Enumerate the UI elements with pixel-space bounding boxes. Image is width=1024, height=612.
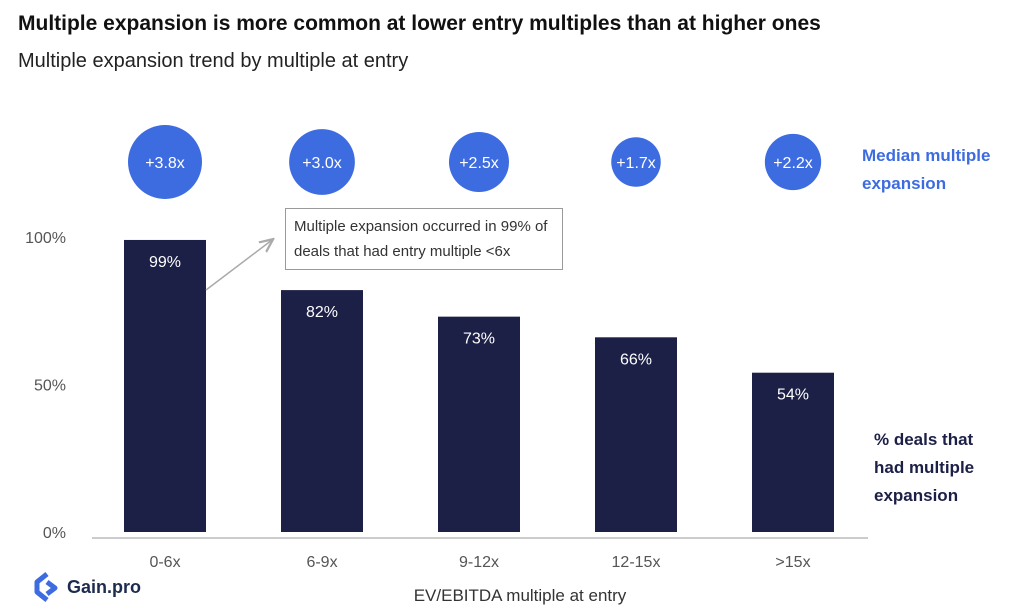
- gain-pro-logo-icon: [34, 572, 58, 602]
- legend-median-multiple: Median multiple expansion: [862, 146, 991, 193]
- bar: [281, 290, 363, 532]
- chart-title: Multiple expansion is more common at low…: [18, 12, 821, 35]
- bar: [124, 239, 206, 532]
- annotation-arrow: [205, 240, 272, 291]
- y-axis: 0% 50% 100%: [25, 230, 66, 542]
- median-bubble-label: +1.7x: [616, 155, 656, 172]
- x-axis-label: EV/EBITDA multiple at entry: [414, 586, 627, 605]
- x-tick-label: >15x: [775, 554, 810, 571]
- median-bubble: [611, 137, 661, 187]
- x-tick-label: 0-6x: [149, 554, 180, 571]
- median-bubble: [448, 131, 510, 193]
- median-bubble: [289, 129, 355, 195]
- median-bubble-label: +2.2x: [773, 155, 813, 172]
- bar-value-label: 66%: [620, 351, 652, 368]
- bar-value-label: 54%: [777, 387, 809, 404]
- y-tick-label: 100%: [25, 230, 66, 247]
- bars-group: 99% 82% 73% 66% 54%: [124, 239, 834, 532]
- legend-percent-deals: % deals that had multiple expansion: [874, 430, 975, 505]
- brand-name: Gain.pro: [67, 576, 142, 597]
- median-bubble-label: +3.0x: [302, 155, 342, 172]
- x-axis: 0-6x 6-9x 9-12x 12-15x >15x: [149, 554, 810, 571]
- y-tick-label: 0%: [43, 525, 66, 542]
- median-bubble-label: +3.8x: [145, 155, 185, 172]
- x-tick-label: 9-12x: [459, 554, 499, 571]
- y-tick-label: 50%: [34, 378, 66, 395]
- brand-logo[interactable]: Gain.pro: [34, 572, 141, 602]
- bar-value-label: 82%: [306, 304, 338, 321]
- chart-subtitle: Multiple expansion trend by multiple at …: [18, 50, 409, 72]
- median-bubbles: +3.8x +3.0x +2.5x +1.7x +2.2x: [128, 125, 822, 199]
- median-bubble-label: +2.5x: [459, 155, 499, 172]
- bar: [438, 316, 520, 532]
- median-bubble: [128, 125, 202, 199]
- annotation-box: Multiple expansion occurred in 99% of de…: [285, 208, 563, 270]
- bar: [595, 337, 677, 532]
- x-tick-label: 12-15x: [612, 554, 661, 571]
- bar-value-label: 99%: [149, 254, 181, 271]
- bar-value-label: 73%: [463, 331, 495, 348]
- bar: [752, 372, 834, 532]
- median-bubble: [764, 133, 822, 191]
- x-tick-label: 6-9x: [306, 554, 337, 571]
